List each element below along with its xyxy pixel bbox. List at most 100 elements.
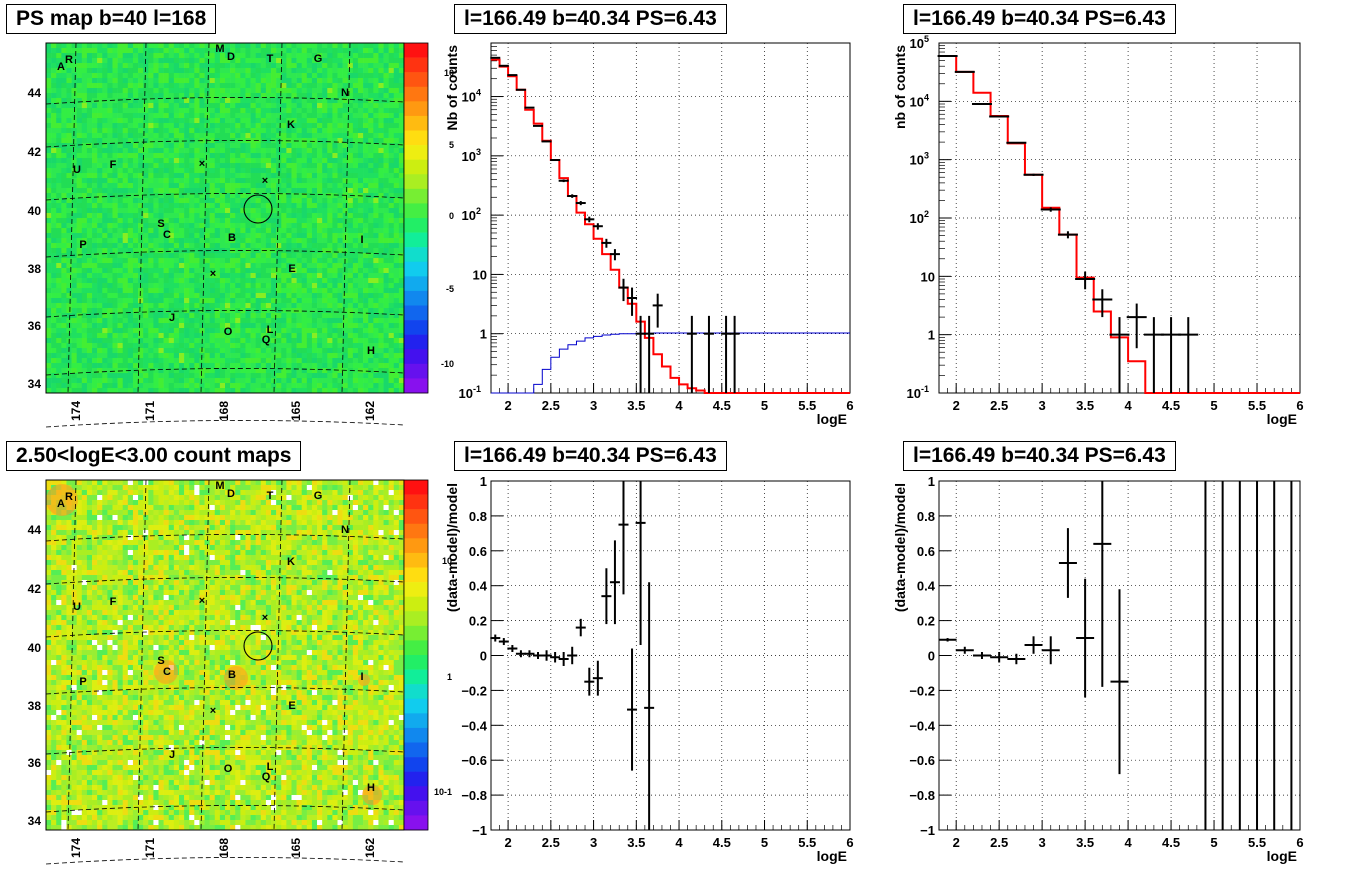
source-label: H (367, 782, 375, 794)
y-axis-label: Nb of counts (444, 45, 460, 131)
x-tick-label: 3 (1039, 835, 1046, 850)
x-tick-label: 4 (1124, 398, 1132, 413)
source-label: E (288, 700, 295, 712)
source-cross: × (210, 705, 216, 717)
x-tick-label: 5 (1210, 835, 1217, 850)
colorbar-tick: 10 (442, 556, 452, 566)
chart-4 (938, 480, 1301, 831)
source-label: P (79, 676, 86, 688)
longitude-line (341, 42, 351, 394)
plot-frame (938, 480, 1301, 831)
y-tick-label: 0.8 (917, 509, 935, 524)
y-tick-label: 0 (480, 649, 487, 664)
longitude-line (67, 42, 77, 394)
x-tick-label: 5.5 (798, 835, 816, 850)
longitude-line (67, 479, 77, 831)
y-tick-label: 102 (910, 209, 929, 226)
source-cross: × (199, 595, 205, 607)
y-tick-label: −0.4 (461, 718, 487, 733)
y-tick-label: 0.2 (469, 614, 487, 629)
x-tick-label: 3 (1039, 398, 1046, 413)
source-label: U (73, 164, 81, 176)
source-label: U (73, 601, 81, 613)
x-tick-label: 2.5 (542, 835, 560, 850)
longitude-line (341, 479, 351, 831)
spectrum-title-2: l=166.49 b=40.34 PS=6.43 (903, 4, 1176, 34)
y-tick-label: 105 (910, 34, 929, 51)
x-tick-label: 3 (590, 835, 597, 850)
source-label: R (65, 491, 73, 503)
colorbar-tick: 0 (449, 211, 454, 221)
x-tick-label: 4.5 (713, 398, 731, 413)
x-tick-label: 4.5 (1162, 398, 1180, 413)
source-label: G (314, 490, 323, 502)
y-tick-label: 103 (462, 147, 481, 164)
plot-frame (490, 42, 851, 394)
x-tick-label: 4.5 (713, 835, 731, 850)
source-label: K (287, 119, 295, 131)
y-tick-label: 0.6 (917, 544, 935, 559)
y-tick-label: 1 (480, 327, 487, 342)
source-label: D (227, 488, 235, 500)
source-label: Q (262, 771, 271, 783)
count-map-title: 2.50<logE<3.00 count maps (6, 441, 302, 471)
map-lat-tick: 40 (28, 204, 42, 218)
y-tick-label: 103 (910, 151, 929, 168)
y-tick-label: 0.4 (469, 579, 488, 594)
source-label: R (65, 54, 73, 66)
ps-colorbar (403, 42, 429, 394)
latitude-line (45, 368, 405, 376)
x-tick-label: 3.5 (627, 398, 645, 413)
x-tick-label: 5 (1210, 398, 1217, 413)
source-label: M (215, 43, 224, 55)
x-tick-label: 2.5 (542, 398, 560, 413)
chart-2 (937, 42, 1301, 394)
source-label: O (224, 763, 233, 775)
map-lat-tick: 34 (28, 814, 42, 828)
y-tick-label: −0.6 (461, 753, 487, 768)
source-label: S (157, 655, 164, 667)
y-tick-label: 1 (928, 328, 935, 343)
x-tick-label: 3.5 (1076, 835, 1094, 850)
colorbar-tick: -10 (441, 359, 454, 369)
hot-spot (46, 484, 78, 516)
source-label: S (157, 218, 164, 230)
colorbar-tick: 10 (444, 68, 454, 78)
hot-spot (358, 674, 370, 686)
x-axis-label: logE (817, 848, 847, 864)
hot-spot (224, 666, 248, 690)
map-lon-tick: 171 (143, 838, 157, 858)
x-tick-label: 5 (761, 398, 768, 413)
x-tick-label: 6 (846, 835, 853, 850)
source-label: K (287, 556, 295, 568)
source-label: C (163, 666, 171, 678)
source-label: I (360, 234, 363, 246)
x-tick-label: 6 (846, 398, 853, 413)
y-axis-label: (data-model)/model (444, 483, 460, 612)
x-axis-label: logE (817, 411, 847, 427)
y-tick-label: −0.2 (909, 683, 935, 698)
source-label: F (110, 596, 117, 608)
map-lon-tick: 168 (217, 401, 231, 421)
x-tick-label: 2.5 (990, 835, 1008, 850)
acceptance-line (491, 332, 850, 394)
x-tick-label: 3 (590, 398, 597, 413)
map-lon-tick: 168 (217, 838, 231, 858)
target-circle (243, 194, 273, 224)
source-label: T (267, 53, 274, 65)
source-label: F (110, 159, 117, 171)
y-tick-label: 10-1 (459, 384, 481, 401)
target-circle (243, 631, 273, 661)
x-tick-label: 6 (1296, 835, 1303, 850)
source-label: O (224, 326, 233, 338)
y-tick-label: 104 (462, 88, 481, 105)
source-label: G (314, 53, 323, 65)
source-label: L (267, 761, 274, 773)
source-cross: × (262, 175, 268, 187)
map-lon-tick: 174 (69, 401, 83, 421)
count-colorbar (403, 479, 429, 831)
latitude-line (45, 140, 405, 148)
source-label: A (57, 498, 65, 510)
map-lat-tick: 38 (28, 699, 42, 713)
